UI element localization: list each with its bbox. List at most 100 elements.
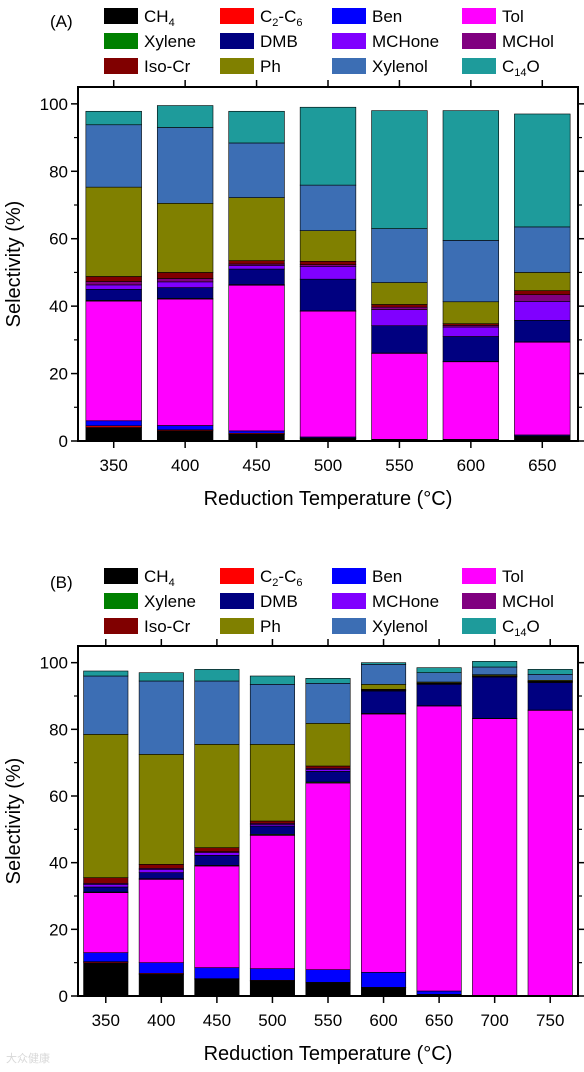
bar-segment-ben-450 bbox=[228, 430, 285, 434]
legend-label-mchone: MCHone bbox=[372, 592, 439, 611]
bar-segment-tol-500 bbox=[249, 835, 295, 969]
bar-segment-c14o-600 bbox=[442, 110, 500, 241]
legend-swatch-xylene bbox=[104, 33, 138, 49]
bar-segment-dmb-450 bbox=[194, 855, 240, 866]
legend-label-dmb: DMB bbox=[260, 32, 298, 51]
bar-segment-xylenol-750 bbox=[527, 674, 573, 681]
bar-segment-iso-cr-400 bbox=[138, 864, 184, 869]
legend-label-xylenol: Xylenol bbox=[372, 57, 428, 76]
legend-swatch-mchol bbox=[462, 593, 496, 609]
bar-segment-ben-450 bbox=[194, 967, 240, 979]
bar-segment-ph-600 bbox=[442, 301, 500, 324]
bar-segment-c14o-400 bbox=[138, 672, 184, 682]
bar-segment-xylenol-700 bbox=[472, 666, 518, 675]
legend-label-ch4: CH4 bbox=[144, 567, 175, 589]
bar-segment-xylenol-650 bbox=[416, 672, 462, 683]
legend-label-tol: Tol bbox=[502, 7, 524, 26]
bar-segment-mchone-400 bbox=[156, 281, 214, 288]
y-tick-label: 80 bbox=[49, 720, 68, 739]
bar-segment-dmb-550 bbox=[305, 771, 351, 783]
legend-label-c14o: C14O bbox=[502, 57, 540, 79]
bar-segment-c14o-600 bbox=[361, 662, 407, 665]
bar-segment-tol-500 bbox=[299, 310, 357, 438]
bar-segment-ben-400 bbox=[156, 425, 214, 431]
legend-swatch-mchone bbox=[332, 593, 366, 609]
legend-swatch-iso-cr bbox=[104, 618, 138, 634]
bar-segment-mchol-350 bbox=[85, 281, 142, 286]
bar-segment-ch4-500 bbox=[249, 980, 295, 997]
bar-segment-tol-550 bbox=[305, 782, 351, 970]
bar-segment-iso-cr-400 bbox=[156, 272, 214, 279]
bar-segment-xylenol-450 bbox=[194, 680, 240, 745]
bar-segment-mchone-650 bbox=[514, 301, 571, 321]
bar-segment-ben-650 bbox=[416, 990, 462, 995]
x-tick-label: 450 bbox=[242, 456, 270, 475]
x-axis-label: Reduction Temperature (°C) bbox=[204, 1043, 453, 1065]
x-tick-label: 450 bbox=[203, 1011, 231, 1030]
bar-segment-tol-350 bbox=[83, 892, 129, 953]
x-tick-label: 350 bbox=[100, 456, 128, 475]
bar-segment-c14o-750 bbox=[527, 669, 573, 675]
bar-segment-mchol-550 bbox=[371, 306, 428, 310]
legend-swatch-c14o bbox=[462, 58, 496, 74]
bar-segment-c14o-650 bbox=[416, 667, 462, 673]
plot-frame bbox=[77, 645, 579, 997]
bar-segment-ch4-550 bbox=[305, 982, 351, 997]
legend-swatch-mchol bbox=[462, 33, 496, 49]
bar-segment-iso-cr-350 bbox=[85, 276, 142, 282]
bar-segment-ben-400 bbox=[138, 962, 184, 974]
legend-label-mchol: MCHol bbox=[502, 32, 554, 51]
legend-swatch-mchone bbox=[332, 33, 366, 49]
bar-segment-dmb-600 bbox=[442, 336, 500, 362]
legend-swatch-ben bbox=[332, 8, 366, 24]
x-tick-label: 500 bbox=[258, 1011, 286, 1030]
bar-segment-tol-450 bbox=[194, 865, 240, 968]
bar-segment-xylenol-400 bbox=[138, 680, 184, 755]
bar-segment-xylenol-650 bbox=[514, 226, 571, 273]
bar-segment-c14o-450 bbox=[228, 110, 285, 144]
bar-segment-ph-600 bbox=[361, 684, 407, 690]
bar-segment-ph-350 bbox=[85, 186, 142, 277]
legend-label-ben: Ben bbox=[372, 7, 402, 26]
bar-segment-tol-600 bbox=[361, 713, 407, 973]
legend-swatch-c2-c6 bbox=[220, 568, 254, 584]
bar-segment-ph-500 bbox=[249, 744, 295, 822]
y-tick-label: 0 bbox=[59, 987, 68, 1006]
watermark: 大众健康 bbox=[6, 1052, 50, 1065]
bar-segment-dmb-500 bbox=[299, 278, 357, 312]
legend-swatch-xylenol bbox=[332, 58, 366, 74]
x-tick-label: 650 bbox=[425, 1011, 453, 1030]
bar-segment-mchone-450 bbox=[228, 265, 285, 270]
bar-segment-dmb-500 bbox=[249, 825, 295, 835]
legend-swatch-xylene bbox=[104, 593, 138, 609]
bar-segment-xylenol-550 bbox=[305, 683, 351, 724]
y-axis-label: Selectivity (%) bbox=[3, 758, 25, 885]
y-tick-label: 80 bbox=[49, 162, 68, 181]
bar-segment-ch4-450 bbox=[194, 979, 240, 997]
bar-segment-ph-650 bbox=[514, 272, 571, 291]
bar-segment-ph-550 bbox=[371, 282, 428, 305]
bar-segment-mchol-650 bbox=[514, 294, 571, 302]
bar-segment-mchone-350 bbox=[83, 884, 129, 888]
chart-a: (A) CH4 C2-C6 Ben Tol Xylene DMB MCHone MCHol Iso… bbox=[3, 7, 584, 510]
bar-segment-xylenol-600 bbox=[442, 240, 500, 303]
bar-segment-xylenol-450 bbox=[228, 142, 285, 198]
legend-swatch-ph bbox=[220, 58, 254, 74]
bar-segment-tol-550 bbox=[371, 353, 428, 440]
bar-segment-iso-cr-550 bbox=[305, 765, 351, 769]
bar-segment-c14o-500 bbox=[249, 675, 295, 685]
bar-segment-dmb-400 bbox=[156, 287, 214, 299]
legend-label-dmb: DMB bbox=[260, 592, 298, 611]
bar-segment-mchone-600 bbox=[442, 326, 500, 337]
bar-segment-dmb-350 bbox=[83, 886, 129, 893]
y-tick-label: 40 bbox=[49, 854, 68, 873]
bar-segment-tol-650 bbox=[416, 705, 462, 992]
bar-segment-ch4-600 bbox=[361, 987, 407, 997]
legend-label-mchone: MCHone bbox=[372, 32, 439, 51]
legend-label-iso-cr: Iso-Cr bbox=[144, 57, 191, 76]
legend-label-ch4: CH4 bbox=[144, 7, 175, 29]
x-tick-label: 350 bbox=[92, 1011, 120, 1030]
bar-segment-tol-450 bbox=[228, 284, 285, 432]
legend-label-tol: Tol bbox=[502, 567, 524, 586]
bar-segment-c14o-700 bbox=[472, 661, 518, 668]
